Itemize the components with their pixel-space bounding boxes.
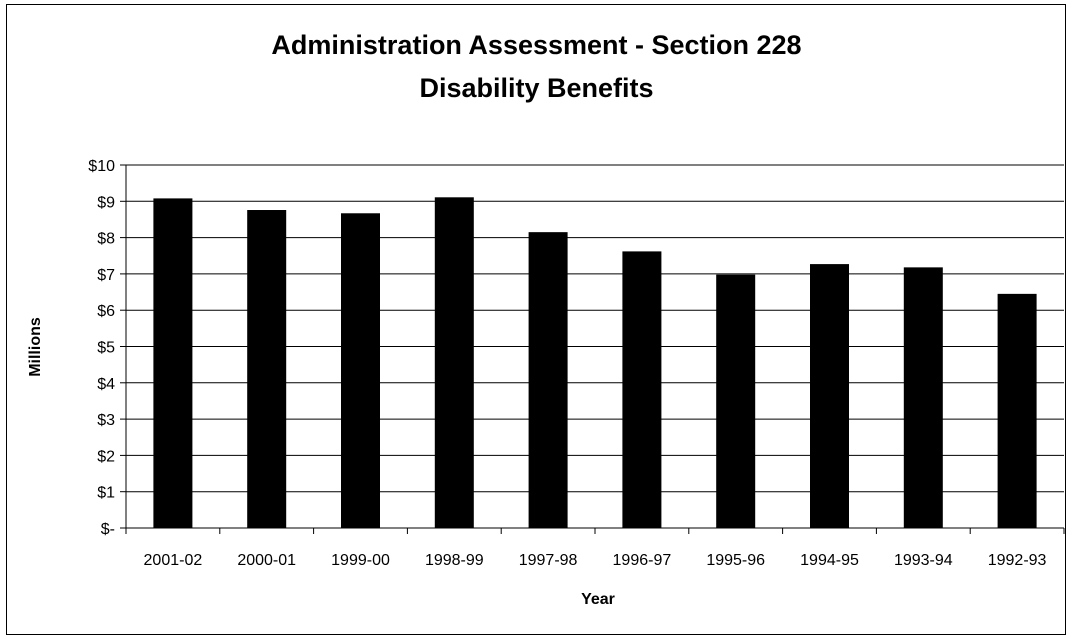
x-tick-label: 1998-99: [425, 552, 484, 569]
y-tick-label: $7: [97, 267, 115, 284]
x-tick-label: 1997-98: [519, 552, 578, 569]
y-tick-label: $2: [97, 448, 115, 465]
y-tick-label: $4: [97, 376, 115, 393]
chart-title: Administration Assessment - Section 228: [271, 30, 802, 60]
x-tick-label: 1996-97: [613, 552, 672, 569]
x-tick-label: 1995-96: [706, 552, 765, 569]
y-tick-label: $10: [88, 158, 115, 175]
x-tick-label: 2000-01: [237, 552, 296, 569]
x-tick-label: 1999-00: [331, 552, 390, 569]
bar: [997, 293, 1037, 528]
bar: [622, 251, 662, 529]
y-tick-label: $6: [97, 303, 115, 320]
y-tick-labels: $- $1 $2 $3 $4 $5 $6 $7 $8 $9 $10: [88, 158, 115, 538]
bar: [434, 197, 474, 528]
y-tick-label: $8: [97, 231, 115, 248]
bar: [903, 267, 943, 528]
y-tick-label: $5: [97, 340, 115, 357]
x-tick-labels: 2001-02 2000-01 1999-00 1998-99 1997-98 1996-…: [144, 552, 1047, 569]
bars: [153, 197, 1037, 529]
y-tick-label: $9: [97, 194, 115, 211]
bar: [528, 232, 568, 528]
x-tick-label: 1992-93: [988, 552, 1047, 569]
bar: [153, 198, 193, 528]
bar: [247, 210, 287, 528]
x-tick-label: 1994-95: [800, 552, 859, 569]
y-tick-label: $1: [97, 485, 115, 502]
bar: [341, 213, 380, 529]
y-tick-label: $3: [97, 412, 115, 429]
bar: [716, 274, 756, 528]
x-tick-label: 1993-94: [894, 552, 953, 569]
y-axis-title: Millions: [27, 317, 44, 377]
axes: [120, 164, 1065, 534]
chart-subtitle: Disability Benefits: [419, 73, 654, 103]
y-tick-label: $-: [101, 521, 115, 538]
x-tick-label: 2001-02: [144, 552, 203, 569]
x-axis-title: Year: [581, 591, 615, 608]
bar: [810, 264, 849, 528]
